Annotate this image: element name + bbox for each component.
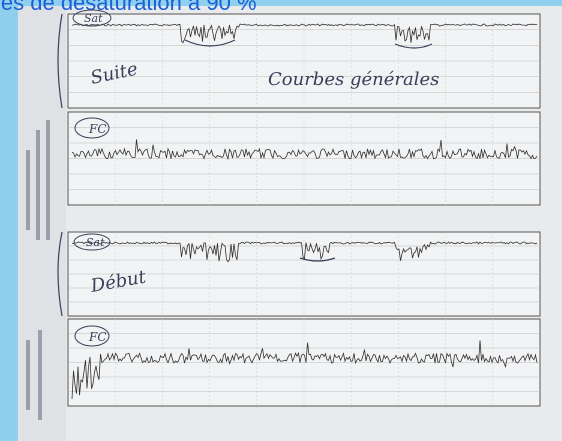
margin-print: [26, 340, 30, 410]
panel-label: Sat: [84, 12, 103, 25]
panel-label: FC: [88, 330, 107, 344]
panel-label: Sat: [86, 236, 105, 249]
page: {"header": {"caption": "les de désaturat…: [0, 0, 562, 441]
caption: les de désaturation à 90 %: [0, 0, 257, 15]
panel-label: FC: [88, 122, 107, 136]
handwritten-title: Courbes générales: [268, 69, 439, 90]
margin-print: [36, 130, 40, 240]
margin-print: [26, 150, 30, 230]
scan: les de désaturation à 90 % Sat Suite Cou…: [0, 0, 562, 441]
margin-print: [46, 120, 50, 240]
margin-print: [38, 330, 42, 420]
